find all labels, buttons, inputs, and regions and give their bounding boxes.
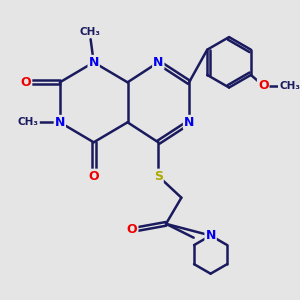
- Text: CH₃: CH₃: [80, 27, 100, 37]
- Text: O: O: [21, 76, 31, 89]
- Text: S: S: [154, 170, 163, 183]
- Text: O: O: [88, 170, 99, 183]
- Text: O: O: [127, 224, 137, 236]
- Text: CH₃: CH₃: [18, 117, 39, 127]
- Text: CH₃: CH₃: [280, 81, 300, 91]
- Text: N: N: [153, 56, 164, 69]
- Text: N: N: [206, 229, 216, 242]
- Text: O: O: [258, 79, 268, 92]
- Text: N: N: [184, 116, 194, 129]
- Text: N: N: [88, 56, 99, 69]
- Text: N: N: [55, 116, 65, 129]
